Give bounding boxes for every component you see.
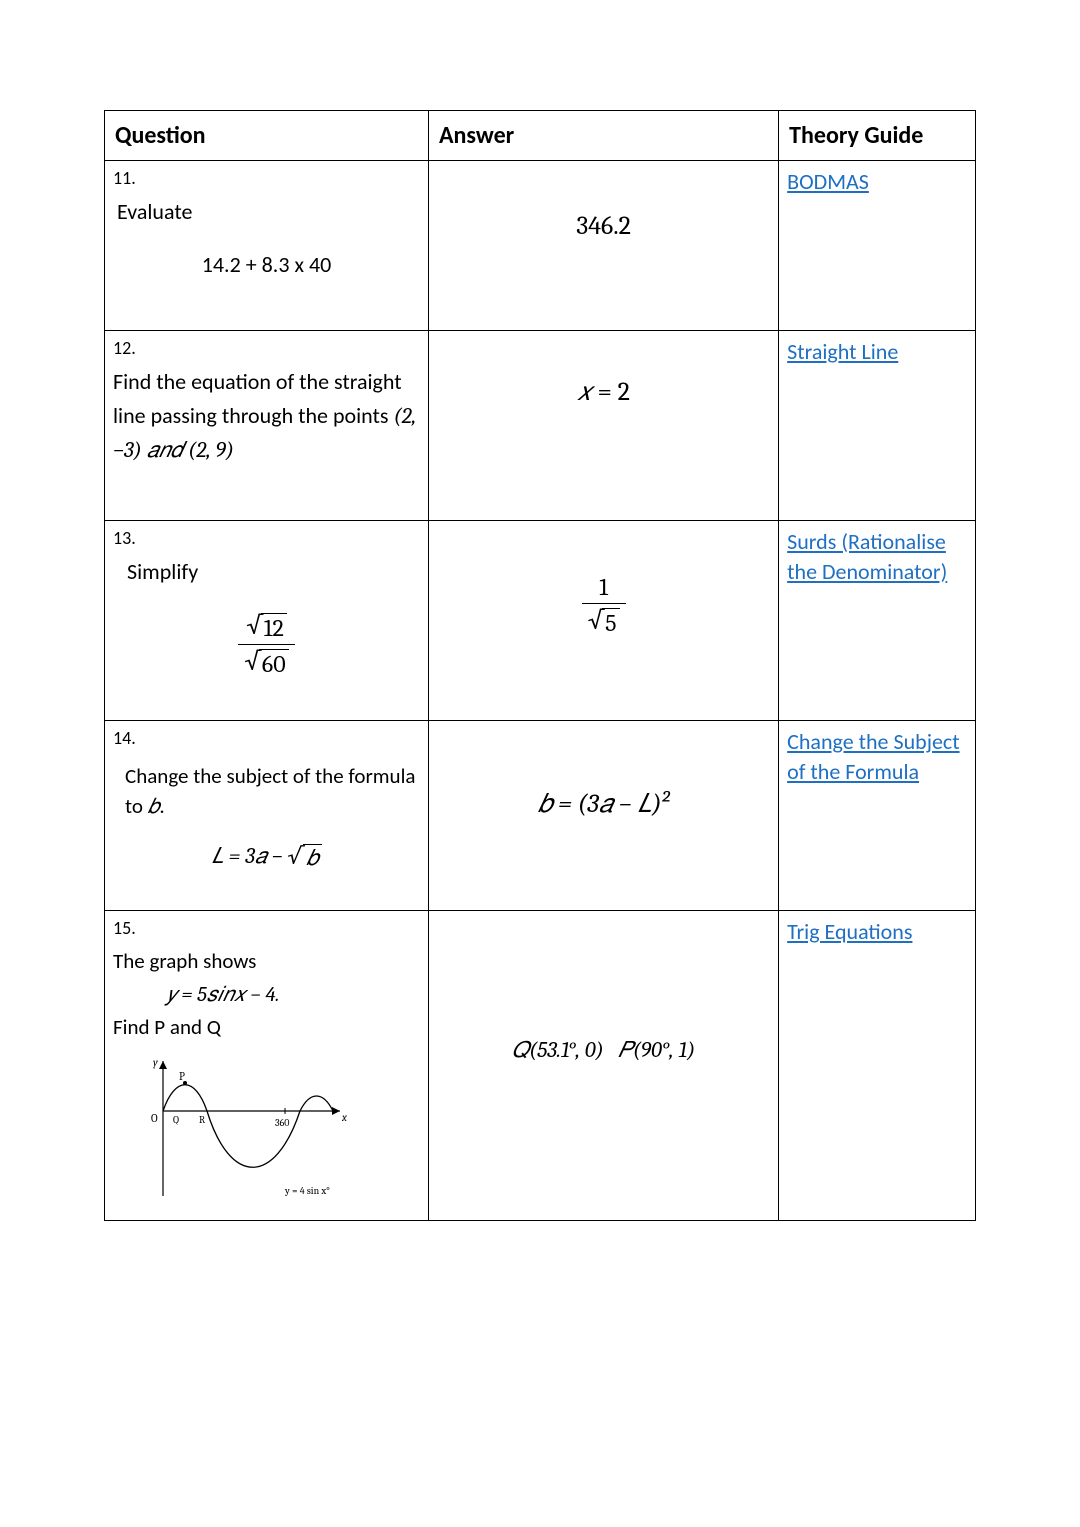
answer-value: 𝑏 = (3𝑎 − 𝐿)² (437, 727, 770, 820)
theory-link[interactable]: Straight Line (787, 338, 898, 365)
question-fraction: √12 √60 (113, 611, 420, 678)
svg-text:Q: Q (173, 1114, 179, 1126)
answer-cell: 𝑥 = 2 (429, 331, 779, 521)
question-cell: 11. Evaluate 14.2 + 8.3 x 40 (105, 161, 429, 331)
theory-link[interactable]: Trig Equations (787, 918, 912, 945)
question-number: 13. (113, 527, 420, 549)
question-number: 12. (113, 337, 420, 359)
theory-link[interactable]: BODMAS (787, 168, 869, 195)
header-answer: Answer (429, 111, 779, 161)
question-text-main: Change the subject of the formula to (125, 763, 415, 819)
answer-fraction: 1 √5 (437, 527, 770, 637)
header-question: Question (105, 111, 429, 161)
theory-cell: Surds (Rationalise the Denominator) (779, 521, 976, 721)
trig-graph-icon: y x O P Q R 360 y = 4 sin x° (135, 1056, 355, 1206)
answer-value: 346.2 (437, 167, 770, 241)
formula-sqrt-arg: 𝑏 (303, 844, 321, 871)
svg-text:R: R (199, 1114, 206, 1126)
answer-cell: 𝑏 = (3𝑎 − 𝐿)² (429, 721, 779, 911)
table-row: 15. The graph shows 𝑦 = 5𝑠𝑖𝑛𝑥 − 4. Find … (105, 911, 976, 1221)
frac-denominator: 60 (259, 649, 289, 678)
question-text: The graph shows 𝑦 = 5𝑠𝑖𝑛𝑥 − 4. Find P an… (113, 945, 420, 1044)
theory-cell: Trig Equations (779, 911, 976, 1221)
question-number: 15. (113, 917, 420, 939)
question-period: . (159, 793, 164, 819)
question-text: Find the equation of the straight line p… (113, 365, 420, 467)
question-var: 𝑏 (148, 795, 160, 819)
table-row: 13. Simplify √12 √60 1 √5 Su (105, 521, 976, 721)
theory-cell: Change the Subject of the Formula (779, 721, 976, 911)
question-text-main: Find the equation of the straight line p… (113, 368, 402, 429)
theory-link[interactable]: Surds (Rationalise the Denominator) (787, 528, 947, 585)
answer-cell: 346.2 (429, 161, 779, 331)
table-row: 11. Evaluate 14.2 + 8.3 x 40 346.2 BODMA… (105, 161, 976, 331)
svg-text:O: O (151, 1112, 158, 1125)
table-row: 14. Change the subject of the formula to… (105, 721, 976, 911)
question-cell: 14. Change the subject of the formula to… (105, 721, 429, 911)
question-formula: 𝐿 = 3𝑎 − √𝑏 (113, 843, 420, 871)
theory-cell: BODMAS (779, 161, 976, 331)
formula-mid: = 3𝑎 − (224, 843, 288, 869)
q15-line2: 𝑦 = 5𝑠𝑖𝑛𝑥 − 4. (113, 979, 279, 1012)
ans-numerator: 1 (582, 573, 626, 604)
qa-table: Question Answer Theory Guide 11. Evaluat… (104, 110, 976, 1221)
svg-text:x: x (341, 1111, 347, 1124)
question-cell: 15. The graph shows 𝑦 = 5𝑠𝑖𝑛𝑥 − 4. Find … (105, 911, 429, 1221)
svg-text:P: P (179, 1070, 185, 1083)
question-lead: Simplify (113, 555, 420, 589)
frac-numerator: 12 (261, 613, 287, 642)
answer-rhs: 2 (618, 377, 630, 407)
answer-eq: = (592, 377, 618, 407)
svg-text:360: 360 (275, 1117, 289, 1129)
question-text: Change the subject of the formula to 𝑏. (113, 761, 420, 823)
answer-cell: 1 √5 (429, 521, 779, 721)
answer-value: 𝑥 = 2 (437, 337, 770, 408)
theory-cell: Straight Line (779, 331, 976, 521)
answer-cell: 𝑄(53.1°, 0) 𝑃(90°, 1) (429, 911, 779, 1221)
question-cell: 12. Find the equation of the straight li… (105, 331, 429, 521)
svg-text:y: y (153, 1056, 158, 1069)
question-number: 11. (113, 167, 420, 189)
q15-line3: Find P and Q (113, 1014, 221, 1040)
question-number: 14. (113, 727, 420, 749)
question-expression: 14.2 + 8.3 x 40 (113, 251, 420, 278)
svg-text:y = 4 sin x°: y = 4 sin x° (284, 1185, 330, 1197)
q15-graph: y x O P Q R 360 y = 4 sin x° (135, 1056, 420, 1206)
answer-value: 𝑄(53.1°, 0) 𝑃(90°, 1) (437, 917, 770, 1063)
q15-line1: The graph shows (113, 948, 256, 974)
answer-lhs: 𝑥 (577, 377, 591, 407)
header-row: Question Answer Theory Guide (105, 111, 976, 161)
formula-lhs: 𝐿 (211, 843, 223, 869)
header-theory: Theory Guide (779, 111, 976, 161)
table-row: 12. Find the equation of the straight li… (105, 331, 976, 521)
theory-link[interactable]: Change the Subject of the Formula (787, 728, 959, 785)
question-cell: 13. Simplify √12 √60 (105, 521, 429, 721)
ans-denominator: 5 (602, 608, 619, 637)
question-lead: Evaluate (113, 195, 420, 229)
